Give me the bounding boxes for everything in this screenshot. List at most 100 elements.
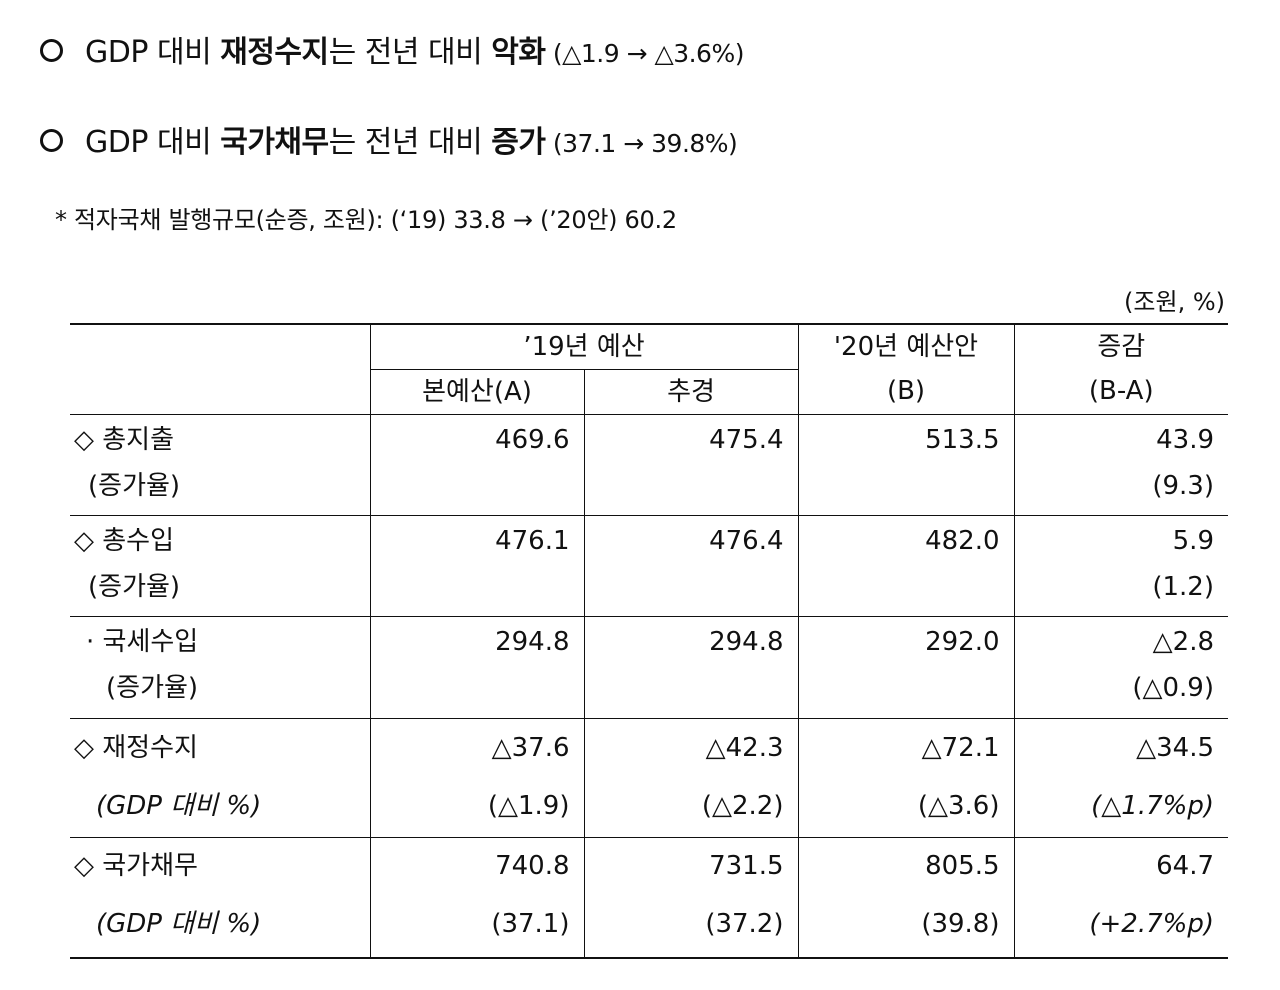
- value-sub: (39.8): [921, 909, 1000, 939]
- value-sub: [371, 463, 570, 509]
- value-sub: (△0.9): [1132, 673, 1214, 703]
- headline1-mid: 는 전년 대비: [328, 35, 492, 70]
- header-diff-line1: 증감: [1097, 332, 1146, 362]
- value: 292.0: [925, 627, 1000, 657]
- header-row-2: 본예산(A) 추경: [70, 369, 1228, 415]
- cell-main: 740.8 (37.1): [369, 837, 585, 959]
- value-sub: (△1.7%p): [1091, 791, 1214, 821]
- value: 475.4: [709, 425, 784, 455]
- row-label: ◇ 재정수지 (GDP 대비 %): [70, 718, 371, 838]
- cell-diff: △34.5 (△1.7%p): [1013, 718, 1228, 838]
- header-diff: 증감 (B-A): [1013, 323, 1228, 415]
- cell-diff: 43.9 (9.3): [1013, 414, 1228, 516]
- row-label-sub: (증가율): [88, 471, 181, 501]
- header-budget19: ’19년 예산: [369, 323, 799, 370]
- value-sub: (1.2): [1152, 572, 1214, 602]
- cell-supp: 294.8: [583, 616, 799, 719]
- value-sub: (9.3): [1152, 471, 1214, 501]
- headline2-bold1: 국가채무: [220, 125, 329, 160]
- value-sub: [585, 665, 784, 711]
- value-sub: [799, 463, 1000, 509]
- circle-bullet-icon: [40, 129, 63, 152]
- header-plan20-line1: '20년 예산안: [833, 332, 979, 362]
- row-label: ◇ 국가채무 (GDP 대비 %): [70, 837, 371, 959]
- cell-main: △37.6 (△1.9): [369, 718, 585, 838]
- value-sub: [371, 564, 570, 610]
- budget-table: ’19년 예산 '20년 예산안 (B) 증감 (B-A) 본예산(A) 추경 …: [70, 323, 1228, 959]
- value: 731.5: [709, 851, 784, 881]
- row-label-main: · 국세수입: [86, 627, 199, 657]
- row-label-main: ◇ 국가채무: [74, 851, 198, 881]
- cell-diff: 64.7 (+2.7%p): [1013, 837, 1228, 959]
- row-label: ◇ 총수입 (증가율): [70, 515, 371, 617]
- header-plan20: '20년 예산안 (B): [797, 323, 1015, 415]
- cell-supp: 476.4: [583, 515, 799, 617]
- unit-label: (조원, %): [1124, 288, 1225, 316]
- value-sub: (+2.7%p): [1089, 909, 1214, 939]
- value: 513.5: [925, 425, 1000, 455]
- value: 805.5: [925, 851, 1000, 881]
- row-label: ◇ 총지출 (증가율): [70, 414, 371, 516]
- value: 469.6: [495, 425, 570, 455]
- headline-national-debt: GDP 대비 국가채무는 전년 대비 증가 (37.1 → 39.8%): [40, 117, 738, 161]
- row-label-sub: (증가율): [106, 673, 199, 703]
- value: △42.3: [705, 733, 784, 763]
- cell-plan: 513.5: [797, 414, 1015, 516]
- value-sub: [585, 564, 784, 610]
- cell-supp: △42.3 (△2.2): [583, 718, 799, 838]
- value: 5.9: [1172, 526, 1214, 556]
- value: 482.0: [925, 526, 1000, 556]
- table-row: ◇ 재정수지 (GDP 대비 %) △37.6 (△1.9) △42.3 (△2.2…: [70, 718, 1228, 838]
- value-sub: (37.2): [705, 909, 784, 939]
- table-row: ◇ 총수입 (증가율) 476.1 476.4 482.0 5.9 (1.2): [70, 515, 1228, 617]
- headline1-bold2: 악화: [491, 35, 546, 70]
- headline1-prefix: GDP 대비: [85, 35, 221, 70]
- header-supplementary: 추경: [583, 369, 798, 415]
- value: △34.5: [1136, 733, 1214, 763]
- cell-main: 476.1: [369, 515, 585, 617]
- row-label-main: ◇ 총수입: [74, 526, 175, 556]
- header-plan20-line2: (B): [886, 376, 926, 406]
- table-row: ◇ 국가채무 (GDP 대비 %) 740.8 (37.1) 731.5 (37.2…: [70, 837, 1228, 959]
- cell-plan: 482.0: [797, 515, 1015, 617]
- header-row-1: ’19년 예산 '20년 예산안 (B) 증감 (B-A): [70, 323, 1228, 415]
- cell-main: 469.6: [369, 414, 585, 516]
- headline1-paren: (△1.9 → △3.6%): [545, 39, 745, 68]
- row-label-sub: (GDP 대비 %): [96, 909, 262, 939]
- header-diff-line2: (B-A): [1088, 376, 1154, 406]
- value: △72.1: [921, 733, 1000, 763]
- cell-diff: 5.9 (1.2): [1013, 515, 1228, 617]
- value-sub: [799, 564, 1000, 610]
- circle-bullet-icon: [40, 39, 63, 62]
- cell-plan: 805.5 (39.8): [797, 837, 1015, 959]
- value: 294.8: [495, 627, 570, 657]
- header-blank: [70, 323, 371, 415]
- cell-main: 294.8: [369, 616, 585, 719]
- value-sub: [585, 463, 784, 509]
- value: 740.8: [495, 851, 570, 881]
- value-sub: (37.1): [491, 909, 570, 939]
- cell-supp: 475.4: [583, 414, 799, 516]
- value-sub: (△1.9): [487, 791, 570, 821]
- value: 43.9: [1156, 425, 1214, 455]
- cell-plan: 292.0: [797, 616, 1015, 719]
- headline-fiscal-balance: GDP 대비 재정수지는 전년 대비 악화 (△1.9 → △3.6%): [40, 27, 744, 71]
- value-sub: (△2.2): [701, 791, 784, 821]
- headline2-paren: (37.1 → 39.8%): [545, 129, 738, 158]
- header-main-budget: 본예산(A): [370, 369, 585, 415]
- value-sub: (△3.6): [917, 791, 1000, 821]
- cell-diff: △2.8 (△0.9): [1013, 616, 1228, 719]
- row-label-sub: (증가율): [88, 572, 181, 602]
- headline1-bold1: 재정수지: [220, 35, 329, 70]
- value: 64.7: [1156, 851, 1214, 881]
- value-sub: [371, 665, 570, 711]
- value: 476.4: [709, 526, 784, 556]
- footnote: * 적자국채 발행규모(순증, 조원): (‘19) 33.8 → (’20안)…: [55, 206, 677, 234]
- cell-supp: 731.5 (37.2): [583, 837, 799, 959]
- table-row: · 국세수입 (증가율) 294.8 294.8 292.0 △2.8 (△0.9…: [70, 616, 1228, 719]
- row-label-main: ◇ 총지출: [74, 425, 175, 455]
- row-label: · 국세수입 (증가율): [70, 616, 371, 719]
- value: △37.6: [491, 733, 570, 763]
- headline2-mid: 는 전년 대비: [328, 125, 492, 160]
- value-sub: [799, 665, 1000, 711]
